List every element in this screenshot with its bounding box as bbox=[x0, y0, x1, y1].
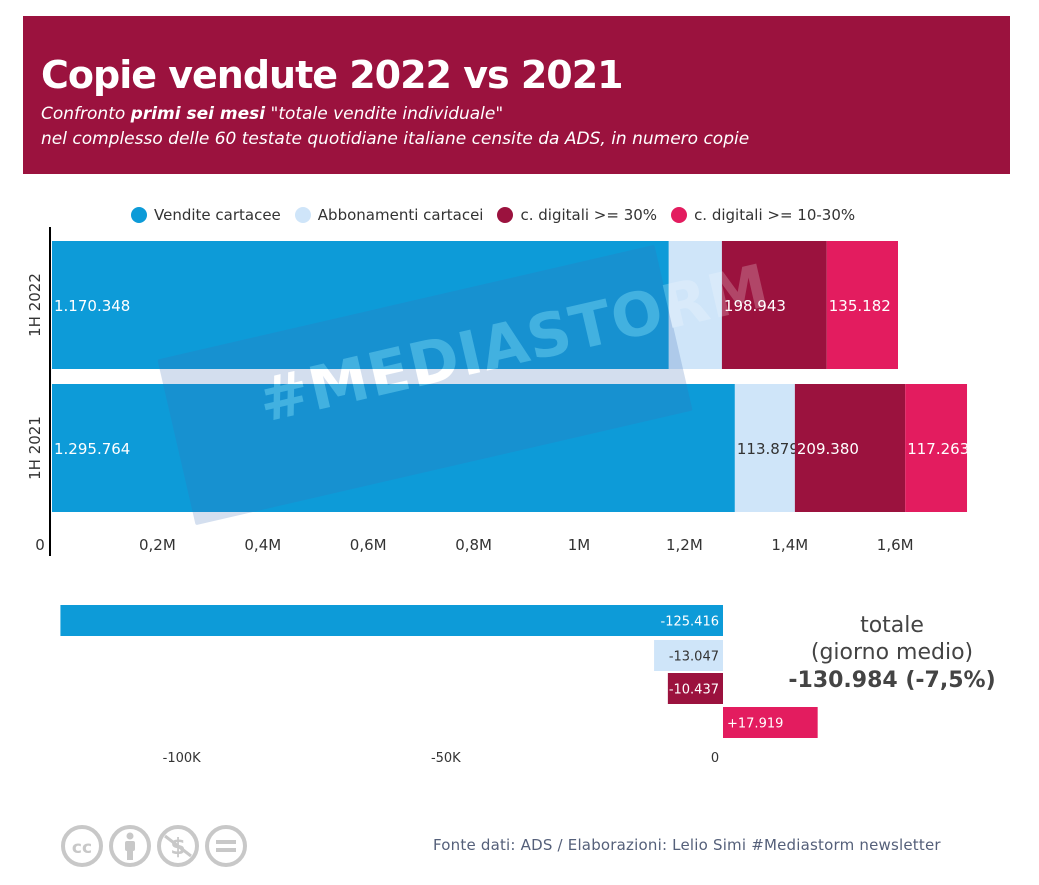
legend-dot-vendite bbox=[131, 207, 147, 223]
diff-x-tick-label: -100K bbox=[163, 751, 202, 766]
legend-item-vendite: Vendite cartacee bbox=[131, 206, 281, 224]
legend-dot-abbonamenti bbox=[294, 207, 311, 223]
bar-1h-2022-series-2 bbox=[721, 241, 827, 369]
diff-value-label: -10.437 bbox=[669, 683, 719, 698]
bar-1h-2021-series-1 bbox=[734, 384, 795, 512]
legend-label-digitali-30: c. digitali >= 30% bbox=[520, 206, 658, 224]
x-tick-label: 0,6M bbox=[350, 536, 387, 554]
legend-dot-digitali-10-30 bbox=[671, 207, 688, 223]
chart-header: Copie vendute 2022 vs 2021 Confronto pri… bbox=[23, 16, 1010, 174]
category-label: 1H 2022 bbox=[26, 273, 44, 337]
x-tick-label: 1,6M bbox=[877, 536, 914, 554]
bar-value-label: 198.943 bbox=[724, 297, 786, 315]
subtitle-post: "totale vendite individuale" bbox=[265, 103, 504, 124]
legend-label-vendite: Vendite cartacee bbox=[154, 206, 281, 224]
cc-icon: cc bbox=[61, 825, 103, 867]
license-icons: cc $ bbox=[60, 824, 248, 868]
legend-item-digitali-30: c. digitali >= 30% bbox=[497, 206, 657, 224]
totale-line2: (giorno medio) bbox=[810, 640, 974, 665]
x-tick-label: 0 bbox=[35, 536, 45, 554]
bar-1h-2022-series-3 bbox=[826, 241, 898, 369]
diff-x-tick-label: -50K bbox=[431, 751, 461, 766]
legend-label-digitali-10-30: c. digitali >= 10-30% bbox=[694, 206, 856, 224]
diff-x-tick-label: 0 bbox=[711, 751, 719, 766]
by-icon bbox=[109, 825, 151, 867]
subtitle-line2: nel complesso delle 60 testate quotidian… bbox=[41, 128, 750, 149]
bar-value-label: 1.170.348 bbox=[54, 297, 130, 315]
x-tick-label: 0,8M bbox=[455, 536, 492, 554]
totale-value: -130.984 (-7,5%) bbox=[788, 668, 996, 693]
bar-value-label: 135.182 bbox=[829, 297, 891, 315]
chart-subtitle: Confronto primi sei mesi "totale vendite… bbox=[41, 102, 1010, 152]
diff-value-label: -13.047 bbox=[669, 650, 719, 665]
nd-icon bbox=[205, 825, 247, 867]
nc-icon: $ bbox=[157, 825, 199, 867]
bar-value-label: 117.263 bbox=[907, 440, 969, 458]
bar-1h-2021-series-3 bbox=[905, 384, 968, 512]
x-tick-label: 1M bbox=[568, 536, 591, 554]
diff-bar-1 bbox=[654, 640, 723, 671]
diff-bar-2 bbox=[667, 673, 723, 704]
bar-1h-2022-series-0 bbox=[52, 241, 669, 369]
bar-1h-2022-series-1 bbox=[668, 241, 722, 369]
x-tick-label: 1,4M bbox=[771, 536, 808, 554]
diff-bar-3 bbox=[723, 707, 818, 738]
diff-bar-0 bbox=[60, 605, 724, 636]
legend-item-abbonamenti: Abbonamenti cartacei bbox=[294, 206, 484, 224]
diff-value-label: +17.919 bbox=[727, 717, 783, 732]
subtitle-bold: primi sei mesi bbox=[130, 103, 266, 124]
legend-label-abbonamenti: Abbonamenti cartacei bbox=[317, 206, 484, 224]
bar-1h-2021-series-2 bbox=[794, 384, 906, 512]
totale-box: totale (giorno medio) -130.984 (-7,5%) bbox=[787, 612, 997, 696]
subtitle-pre: Confronto bbox=[41, 103, 131, 124]
legend-item-digitali-10-30: c. digitali >= 10-30% bbox=[671, 206, 855, 224]
chart-legend: Vendite cartacee Abbonamenti cartacei c.… bbox=[131, 206, 855, 224]
source-note: Fonte dati: ADS / Elaborazioni: Lelio Si… bbox=[433, 836, 941, 854]
svg-text:cc: cc bbox=[72, 838, 92, 858]
x-tick-label: 0,2M bbox=[139, 536, 176, 554]
bar-value-label: 209.380 bbox=[797, 440, 859, 458]
bar-value-label: 113.879 bbox=[737, 440, 799, 458]
totale-line1: totale bbox=[860, 613, 924, 638]
bar-1h-2021-series-0 bbox=[52, 384, 735, 512]
x-tick-label: 1,2M bbox=[666, 536, 703, 554]
category-label: 1H 2021 bbox=[26, 416, 44, 480]
legend-dot-digitali-30 bbox=[497, 207, 514, 223]
chart-title: Copie vendute 2022 vs 2021 bbox=[41, 53, 624, 97]
bar-value-label: 1.295.764 bbox=[54, 440, 130, 458]
x-tick-label: 0,4M bbox=[244, 536, 281, 554]
diff-value-label: -125.416 bbox=[661, 615, 719, 630]
